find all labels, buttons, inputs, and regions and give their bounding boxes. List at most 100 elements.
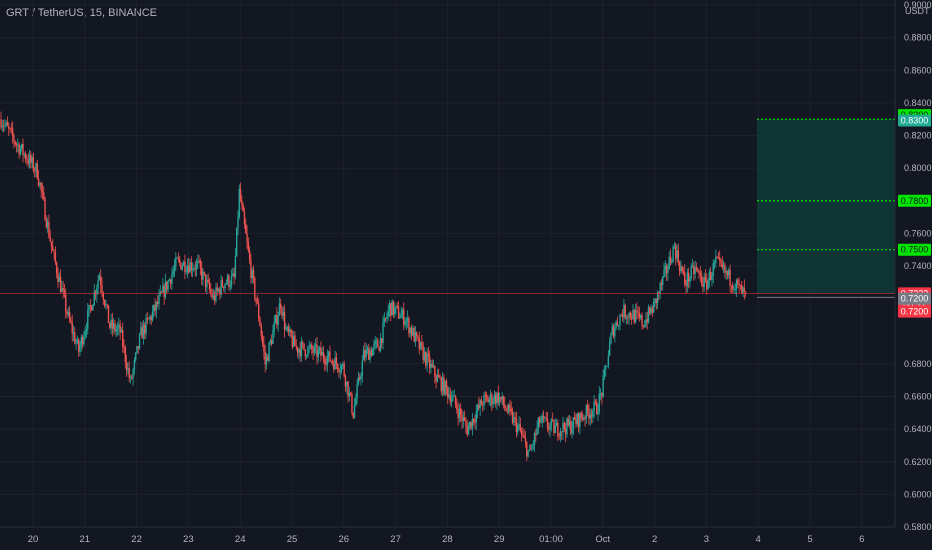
candle-body	[382, 322, 384, 343]
x-tick-label: 20	[28, 534, 39, 545]
candle-body	[542, 415, 545, 419]
candle-body	[621, 315, 624, 318]
candle-body	[325, 363, 327, 365]
candle-body	[80, 337, 82, 346]
candle-body	[434, 366, 436, 377]
candle-body	[360, 375, 362, 379]
candle-body	[711, 275, 713, 280]
candle-body	[396, 305, 398, 307]
candle-body	[299, 349, 301, 357]
candle-body	[0, 119, 2, 128]
candle-body	[494, 394, 497, 404]
candle-body	[36, 163, 38, 179]
candle-body	[475, 412, 477, 423]
candle-body	[562, 422, 564, 433]
candle-body	[313, 346, 316, 353]
x-tick-label: 26	[339, 534, 350, 545]
candle-body	[212, 295, 215, 298]
candle-body	[438, 375, 440, 378]
candle-body	[276, 315, 278, 325]
time-axis[interactable]: 20 21 22 23 24 25 26 27 28 29 01:00 Oct 2 3 4 5 6	[28, 534, 865, 545]
candle-body	[207, 279, 209, 282]
candle-body	[665, 266, 668, 273]
candle-body	[549, 424, 551, 430]
candle-body	[324, 359, 326, 364]
candle-body	[510, 408, 512, 412]
candle-body	[502, 395, 505, 405]
y-tick-label: 0.7600	[904, 228, 932, 238]
candle-body	[421, 341, 423, 346]
candle-body	[67, 311, 70, 315]
candle-body	[193, 268, 195, 270]
candle-body	[33, 170, 36, 172]
candle-body	[142, 324, 145, 339]
candle-body	[329, 351, 331, 362]
candle-body	[43, 192, 45, 199]
candle-body	[677, 250, 679, 263]
candle-body	[98, 275, 101, 281]
candle-body	[649, 307, 651, 314]
candle-body	[156, 301, 159, 305]
candle-body	[596, 402, 598, 415]
candle-body	[697, 268, 699, 271]
candle-body	[480, 400, 483, 406]
candle-body	[110, 320, 112, 328]
candle-body	[668, 256, 670, 269]
candle-body	[4, 124, 6, 127]
candle-body	[599, 393, 602, 395]
candle-body	[211, 292, 213, 298]
candle-body	[572, 417, 575, 429]
candle-body	[24, 153, 27, 160]
candle-body	[37, 178, 40, 186]
candle-body	[630, 317, 633, 320]
candle-body	[470, 421, 472, 429]
candle-body	[39, 182, 41, 186]
candle-body	[590, 414, 593, 417]
candle-body	[287, 326, 290, 333]
candle-body	[52, 246, 54, 251]
candle-body	[140, 327, 142, 335]
candle-body	[147, 318, 150, 320]
candle-body	[467, 426, 470, 435]
candle-body	[579, 413, 581, 428]
y-tick-label: 0.6800	[904, 359, 932, 369]
candle-body	[326, 356, 329, 365]
candle-body	[116, 327, 119, 330]
candle-body	[548, 427, 550, 430]
candle-body	[722, 264, 725, 268]
candle-body	[555, 422, 558, 426]
candle-body	[155, 301, 158, 311]
candle-body	[443, 377, 445, 395]
x-tick-label: 6	[859, 534, 864, 545]
x-tick-label: 29	[494, 534, 505, 545]
candle-body	[724, 264, 726, 273]
candle-body	[712, 263, 714, 276]
candle-body	[259, 318, 261, 327]
candle-body	[737, 279, 739, 284]
candle-body	[471, 418, 474, 429]
candle-body	[173, 266, 176, 271]
candle-body	[428, 356, 431, 369]
candle-body	[58, 276, 60, 283]
x-tick-label: 24	[235, 534, 246, 545]
candle-body	[733, 289, 735, 290]
candle-body	[89, 305, 92, 307]
candle-body	[88, 305, 90, 311]
candle-body	[539, 417, 541, 423]
candle-body	[191, 269, 194, 271]
candle-body	[449, 394, 452, 403]
candle-body	[264, 351, 266, 365]
candle-body	[31, 157, 33, 163]
candle-body	[497, 392, 499, 403]
candle-body	[457, 409, 459, 419]
candle-body	[524, 437, 527, 443]
price-axis[interactable]: 0.9000 0.8800 0.8600 0.8400 0.8200 0.8000 0.76…	[904, 0, 932, 532]
candle-body	[62, 287, 64, 291]
candle-body	[673, 246, 676, 247]
candle-body	[623, 305, 625, 318]
candle-body	[189, 262, 191, 273]
candle-body	[338, 369, 340, 373]
candle-body	[359, 377, 361, 379]
candle-body	[658, 292, 660, 294]
